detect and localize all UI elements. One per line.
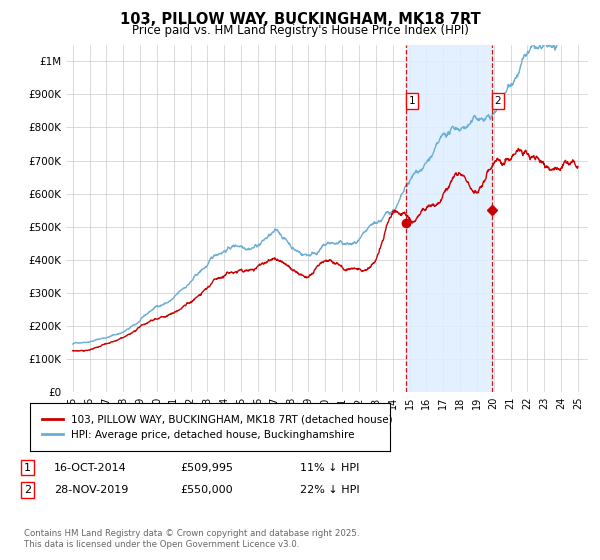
Legend: 103, PILLOW WAY, BUCKINGHAM, MK18 7RT (detached house), HPI: Average price, deta: 103, PILLOW WAY, BUCKINGHAM, MK18 7RT (d… bbox=[39, 411, 396, 443]
Text: £550,000: £550,000 bbox=[180, 485, 233, 495]
Text: 103, PILLOW WAY, BUCKINGHAM, MK18 7RT: 103, PILLOW WAY, BUCKINGHAM, MK18 7RT bbox=[119, 12, 481, 27]
Text: 1: 1 bbox=[24, 463, 31, 473]
Text: 2: 2 bbox=[24, 485, 31, 495]
Text: 1: 1 bbox=[409, 96, 415, 106]
Text: Price paid vs. HM Land Registry's House Price Index (HPI): Price paid vs. HM Land Registry's House … bbox=[131, 24, 469, 36]
Text: 16-OCT-2014: 16-OCT-2014 bbox=[54, 463, 127, 473]
Text: 22% ↓ HPI: 22% ↓ HPI bbox=[300, 485, 359, 495]
Bar bbox=[406, 45, 492, 392]
Text: 28-NOV-2019: 28-NOV-2019 bbox=[54, 485, 128, 495]
Text: 11% ↓ HPI: 11% ↓ HPI bbox=[300, 463, 359, 473]
Text: £509,995: £509,995 bbox=[180, 463, 233, 473]
Text: 2: 2 bbox=[495, 96, 502, 106]
Text: Contains HM Land Registry data © Crown copyright and database right 2025.
This d: Contains HM Land Registry data © Crown c… bbox=[24, 529, 359, 549]
